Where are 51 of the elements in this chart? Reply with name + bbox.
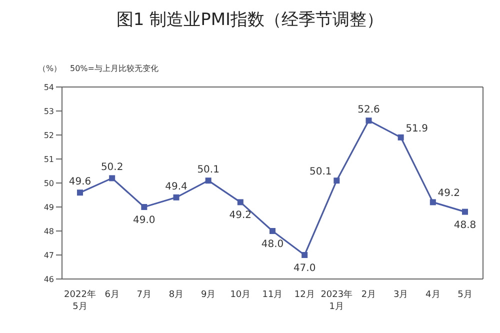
data-label: 50.2 [100, 162, 124, 174]
x-tick-label: 6月 [104, 290, 120, 300]
data-label: 52.6 [358, 104, 380, 116]
y-tick-label: 46 [44, 274, 54, 284]
point [334, 178, 340, 184]
point [398, 134, 404, 140]
text: 50%=与上月比较无变化 [70, 63, 158, 74]
y-tick-label: 50 [44, 178, 54, 188]
x-tick-label: 11月 [262, 290, 283, 300]
x-tick-label: 12月 [294, 290, 315, 300]
x-tick-label: 2023年 1月 [320, 289, 353, 312]
y-tick-label: 51 [44, 154, 54, 164]
data-label: 50.1 [310, 166, 332, 178]
x-tick-label: 2022年 5月 [64, 289, 96, 312]
chart-title: 图1 制造业PMI指数（经季节调整） [115, 9, 385, 31]
point [270, 228, 276, 234]
y-tick-label: 54 [44, 82, 54, 92]
point [77, 190, 83, 196]
data-label: 51.9 [406, 123, 428, 134]
data-label: 49.0 [133, 215, 156, 226]
point [173, 194, 180, 200]
x-tick-label: 4月 [426, 290, 440, 300]
y-tick-label: 53 [44, 106, 54, 116]
point [237, 199, 244, 206]
x-tick-label: 5月 [458, 290, 472, 300]
point [462, 208, 468, 215]
data-label: 48.8 [454, 220, 476, 231]
y-tick-label: 52 [44, 130, 54, 140]
x-tick-label: 7月 [136, 290, 152, 300]
data-label: 49.2 [438, 188, 460, 200]
data-label: 49.2 [229, 210, 252, 222]
x-tick-label: 9月 [200, 290, 216, 300]
point [109, 175, 116, 182]
y-tick-label: 48 [44, 226, 54, 236]
data-label: 48.0 [261, 239, 284, 250]
data-label: 50.1 [197, 164, 220, 176]
point [205, 178, 212, 184]
point [302, 252, 308, 258]
y-tick-label: 47 [44, 250, 54, 260]
x-tick-label: 2月 [361, 290, 376, 300]
point [430, 199, 436, 206]
data-label: 49.6 [68, 176, 92, 188]
x-tick-label: 10月 [230, 290, 251, 300]
y-axis-title: （%） [38, 63, 62, 74]
data-label: 49.4 [165, 181, 188, 192]
x-tick-label: 8月 [168, 290, 184, 300]
point [366, 118, 372, 124]
point [141, 204, 148, 210]
data-label: 47.0 [293, 263, 316, 274]
x-tick-label: 3月 [393, 290, 408, 300]
y-tick-label: 49 [44, 202, 54, 212]
